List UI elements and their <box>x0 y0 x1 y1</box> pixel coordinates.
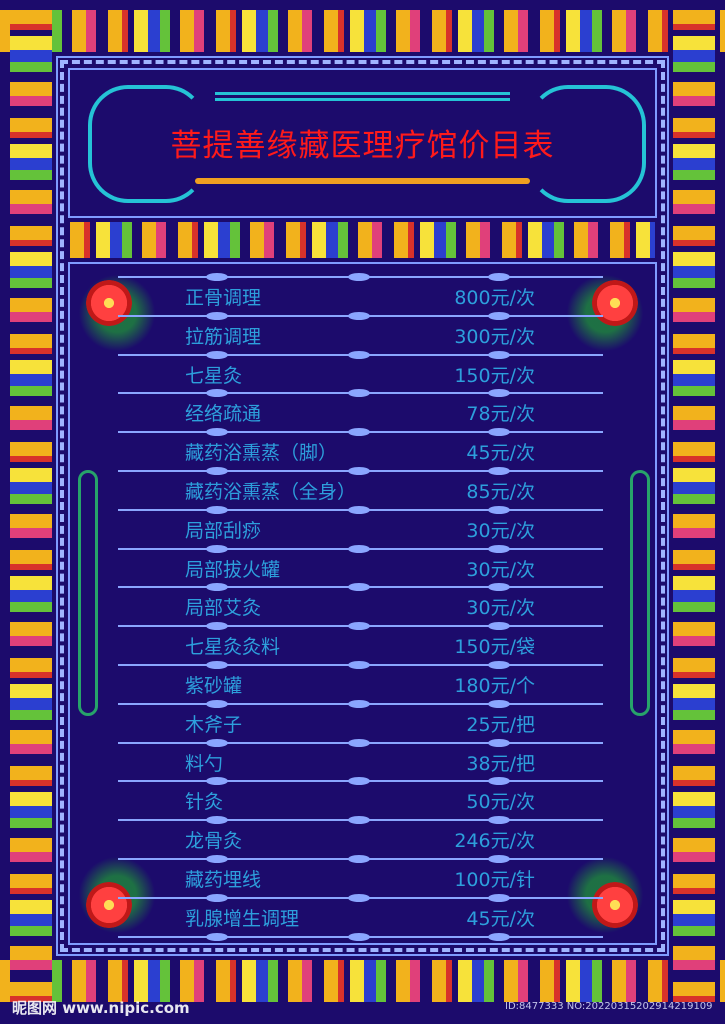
row-divider <box>118 350 603 359</box>
service-name: 乳腺增生调理 <box>185 907 300 930</box>
list-item: 藏药浴熏蒸（全身） 85元/次 <box>185 477 535 507</box>
list-item: 经络疏通 78元/次 <box>185 399 535 429</box>
peony-icon <box>592 882 638 928</box>
service-price: 150元/次 <box>454 364 535 387</box>
row-divider <box>118 311 603 320</box>
row-divider <box>118 816 603 825</box>
title-gold-ornament <box>195 178 530 184</box>
service-price: 30元/次 <box>466 519 535 542</box>
service-price: 30元/次 <box>466 558 535 581</box>
service-price: 45元/次 <box>466 907 535 930</box>
right-vine-ornament <box>630 470 650 716</box>
list-item: 局部刮痧 30元/次 <box>185 516 535 546</box>
right-border-ornament <box>673 10 715 1002</box>
list-item: 乳腺增生调理 45元/次 <box>185 904 535 934</box>
service-name: 木斧子 <box>185 713 243 736</box>
service-price: 246元/次 <box>454 830 535 853</box>
watermark-site: 昵图网 www.nipic.com <box>12 999 190 1017</box>
service-price: 45元/次 <box>466 442 535 465</box>
list-item: 局部艾灸 30元/次 <box>185 593 535 623</box>
page-title: 菩提善缘藏医理疗馆价目表 <box>170 128 555 164</box>
row-divider <box>118 544 603 553</box>
left-border-ornament <box>10 10 52 1002</box>
list-item: 料勺 38元/把 <box>185 749 535 779</box>
service-name: 正骨调理 <box>185 287 262 309</box>
row-divider <box>118 699 603 708</box>
row-divider <box>118 932 603 941</box>
service-price: 800元/次 <box>454 287 535 309</box>
title-top-ornament <box>215 92 510 95</box>
service-name: 七星灸灸料 <box>185 636 281 659</box>
title-frame <box>68 68 657 218</box>
list-item: 针灸 50元/次 <box>185 787 535 817</box>
row-divider <box>118 855 603 863</box>
service-name: 七星灸 <box>185 364 243 387</box>
list-item: 藏药埋线 100元/针 <box>185 865 535 895</box>
service-price: 38元/把 <box>466 752 535 775</box>
service-name: 局部艾灸 <box>185 597 262 620</box>
list-item: 正骨调理 800元/次 <box>185 283 535 313</box>
service-price: 50元/次 <box>466 791 535 814</box>
peony-icon <box>86 882 132 928</box>
service-name: 拉筋调理 <box>185 325 262 348</box>
list-item: 七星灸 150元/次 <box>185 361 535 391</box>
row-divider <box>118 389 603 398</box>
service-name: 局部拔火罐 <box>185 558 281 581</box>
service-name: 藏药浴熏蒸（全身） <box>185 481 357 503</box>
list-frame <box>68 262 657 945</box>
service-price: 85元/次 <box>466 481 535 503</box>
middle-border-ornament <box>70 222 655 258</box>
service-price: 30元/次 <box>466 597 535 620</box>
service-name: 藏药浴熏蒸（脚） <box>185 442 338 465</box>
row-divider <box>118 428 603 437</box>
left-scroll-ornament <box>88 85 206 203</box>
row-divider <box>118 273 603 281</box>
list-item: 紫砂罐 180元/个 <box>185 671 535 701</box>
service-name: 针灸 <box>185 791 224 814</box>
service-price: 150元/袋 <box>454 636 535 659</box>
service-name: 龙骨灸 <box>185 830 243 853</box>
service-name: 局部刮痧 <box>185 519 262 542</box>
list-item: 拉筋调理 300元/次 <box>185 322 535 352</box>
outer-frame <box>56 56 669 956</box>
service-name: 料勺 <box>185 752 224 775</box>
row-divider <box>118 661 603 669</box>
row-divider <box>118 583 603 592</box>
service-price: 25元/把 <box>466 713 535 736</box>
row-divider <box>118 505 603 514</box>
service-name: 藏药埋线 <box>185 869 262 891</box>
service-price: 180元/个 <box>454 675 535 697</box>
watermark-id: ID:8477333 NO:20220315202914219109 <box>505 1001 713 1012</box>
service-name: 经络疏通 <box>185 403 262 426</box>
bottom-border-ornament <box>0 960 725 1002</box>
row-divider <box>118 467 603 475</box>
top-border-ornament <box>0 10 725 52</box>
service-price: 100元/针 <box>454 869 535 891</box>
peony-icon <box>86 280 132 326</box>
list-item: 藏药浴熏蒸（脚） 45元/次 <box>185 438 535 468</box>
row-divider <box>118 893 603 902</box>
list-item: 龙骨灸 246元/次 <box>185 826 535 856</box>
list-item: 局部拔火罐 30元/次 <box>185 555 535 585</box>
right-scroll-ornament <box>528 85 646 203</box>
service-price: 78元/次 <box>466 403 535 426</box>
row-divider <box>118 777 603 786</box>
meander-frame <box>60 60 665 952</box>
peony-icon <box>592 280 638 326</box>
service-price: 300元/次 <box>454 325 535 348</box>
service-name: 紫砂罐 <box>185 675 243 697</box>
row-divider <box>118 622 603 631</box>
left-vine-ornament <box>78 470 98 716</box>
row-divider <box>118 738 603 747</box>
list-item: 七星灸灸料 150元/袋 <box>185 632 535 662</box>
list-item: 木斧子 25元/把 <box>185 710 535 740</box>
